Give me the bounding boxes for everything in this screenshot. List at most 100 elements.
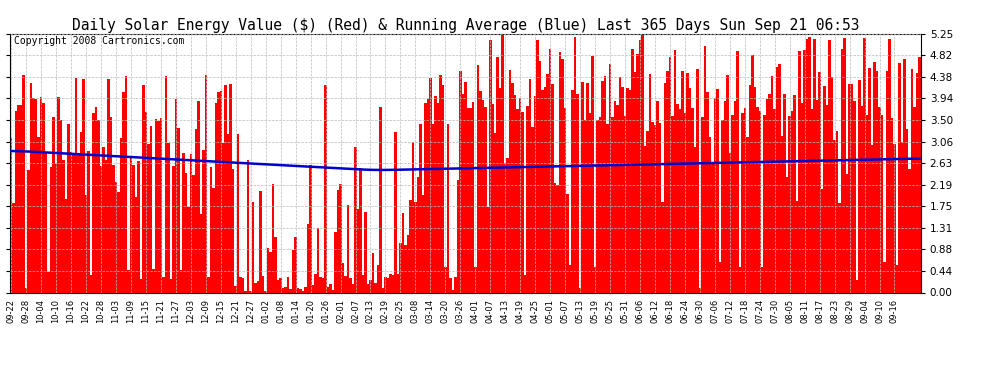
Bar [569,265,571,292]
Bar [606,124,609,292]
Bar [881,115,883,292]
Bar [23,75,25,292]
Bar [546,75,548,292]
Bar [449,278,451,292]
Bar [646,131,648,292]
Bar [451,290,454,292]
Bar [424,103,427,292]
Bar [704,46,706,292]
Bar [189,154,192,292]
Bar [601,81,604,292]
Bar [43,103,45,292]
Bar [10,138,13,292]
Bar [809,37,811,292]
Bar [514,95,517,292]
Bar [551,84,553,292]
Bar [187,207,189,292]
Bar [222,143,225,292]
Bar [898,63,901,292]
Bar [517,109,519,292]
Bar [346,204,349,292]
Bar [731,115,734,292]
Bar [527,106,529,292]
Bar [878,107,881,292]
Bar [639,40,642,292]
Bar [102,147,105,292]
Bar [402,213,404,292]
Bar [719,262,721,292]
Bar [729,153,731,292]
Bar [743,108,746,292]
Bar [122,92,125,292]
Bar [20,105,23,292]
Bar [149,126,152,292]
Bar [883,262,886,292]
Bar [574,38,576,292]
Bar [464,82,466,292]
Bar [651,122,653,292]
Bar [59,120,62,292]
Bar [886,72,888,292]
Bar [345,276,346,292]
Bar [282,288,284,292]
Bar [916,73,918,292]
Bar [786,177,788,292]
Bar [327,287,330,292]
Bar [307,224,309,292]
Bar [819,72,821,292]
Bar [559,52,561,292]
Bar [829,40,831,292]
Bar [681,71,684,292]
Bar [861,106,863,292]
Bar [512,82,514,292]
Bar [469,108,471,292]
Bar [826,105,829,292]
Bar [534,96,537,292]
Bar [232,169,235,292]
Bar [162,278,164,292]
Bar [35,99,38,292]
Bar [249,291,251,292]
Bar [100,166,102,292]
Bar [481,99,484,292]
Bar [57,98,59,292]
Bar [564,108,566,292]
Bar [409,200,412,292]
Bar [491,104,494,292]
Bar [648,74,651,292]
Bar [806,39,809,292]
Bar [287,277,289,292]
Bar [824,86,826,292]
Bar [127,270,130,292]
Bar [412,142,414,292]
Bar [217,93,220,292]
Bar [369,280,371,292]
Bar [616,105,619,292]
Bar [77,154,80,292]
Bar [361,275,364,292]
Bar [841,50,843,292]
Bar [45,153,48,292]
Bar [404,245,407,292]
Bar [429,78,432,292]
Bar [739,267,742,292]
Bar [394,132,397,292]
Bar [509,70,512,292]
Bar [781,136,783,292]
Bar [437,103,440,292]
Bar [666,70,668,292]
Bar [95,107,97,292]
Bar [240,277,242,292]
Bar [619,77,622,292]
Bar [748,85,751,292]
Bar [351,284,354,292]
Bar [863,38,866,292]
Bar [771,76,773,292]
Bar [461,94,464,292]
Bar [72,153,75,292]
Bar [15,111,18,292]
Bar [586,83,589,292]
Bar [169,279,172,292]
Bar [753,87,756,292]
Bar [796,201,798,292]
